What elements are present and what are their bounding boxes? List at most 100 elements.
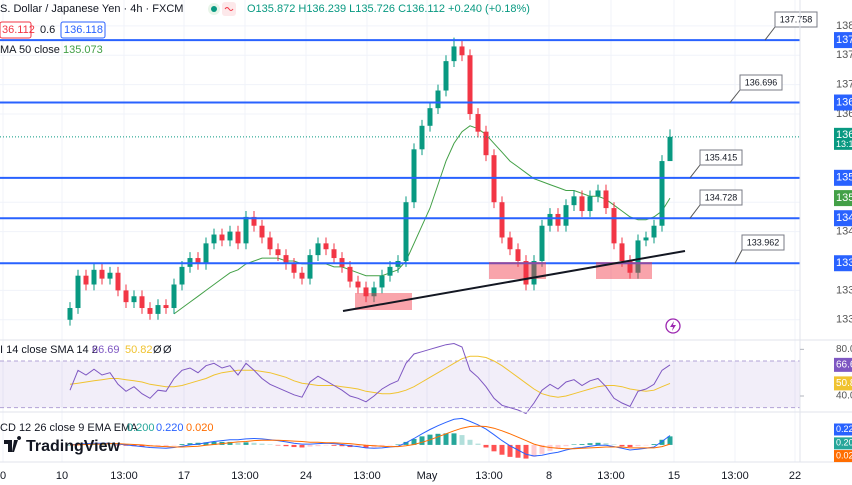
candle-body: [363, 287, 369, 297]
rsi-legend-value: 50.82: [125, 344, 153, 356]
rsi-axis-box: [834, 376, 852, 391]
candle-body: [307, 255, 313, 279]
x-tick-label: 15: [668, 470, 680, 482]
macd-hist-bar: [419, 436, 425, 445]
macd-hist-bar: [523, 444, 529, 459]
candle-body: [475, 114, 481, 132]
level-label: 137.758: [780, 14, 813, 24]
macd-axis-box: [834, 437, 852, 450]
macd-hist-bar: [139, 444, 145, 447]
candle-body: [171, 284, 177, 309]
macd-hist-bar: [171, 444, 177, 446]
candle-body: [291, 263, 297, 273]
y-tick-label: 134: [836, 226, 852, 238]
candle-body: [347, 266, 353, 282]
buy-price: 136.118: [64, 24, 103, 36]
x-tick-label: 13:00: [475, 470, 503, 482]
macd-hist-bar: [651, 444, 657, 445]
candle-body: [499, 202, 505, 238]
rsi-tick-label: 80.00: [836, 344, 852, 355]
x-tick-label: 13:00: [353, 470, 381, 482]
macd-hist-bar: [363, 444, 369, 448]
macd-axis-label: 0.02: [836, 450, 852, 460]
candle-body: [643, 237, 649, 241]
rsi-legend: I 14 close SMA 14 2: [0, 344, 98, 356]
alert-wave: [224, 7, 234, 11]
macd-hist-bar: [307, 444, 313, 447]
y-tick-label: 136: [836, 108, 852, 120]
candle-body: [251, 216, 257, 226]
candle-body: [91, 269, 97, 285]
candle-body: [651, 225, 657, 238]
rsi-tick-label: 40.00: [836, 391, 852, 402]
macd-hist-bar: [435, 433, 441, 445]
trendline: [342, 250, 686, 312]
ma-line: [173, 125, 671, 315]
macd-hist-bar: [555, 444, 561, 449]
candle-body: [419, 125, 425, 150]
candle-body: [515, 249, 521, 261]
macd-hist-bar: [483, 444, 489, 448]
candle-body: [139, 296, 145, 309]
macd-legend: CD 12 26 close 9 EMA EMA: [0, 422, 138, 434]
x-tick-label: 0: [0, 470, 6, 482]
callout-box: [741, 234, 785, 251]
callout-box: [699, 189, 743, 206]
candle-body: [131, 296, 137, 303]
macd-hist-bar: [643, 444, 649, 446]
level-axis-label: 133: [836, 257, 852, 269]
macd-hist-bar: [579, 444, 585, 445]
callout-box: [774, 11, 818, 28]
last-price-box: [834, 127, 852, 150]
macd-hist-bar: [571, 444, 577, 445]
rsi-axis-label: 66.6: [836, 360, 852, 371]
ma-axis-label: 135: [836, 192, 852, 204]
buy-box[interactable]: [60, 21, 106, 39]
level-axis-label: 136: [836, 96, 852, 108]
spread: 0.6: [40, 24, 55, 36]
y-tick-label: 133: [836, 284, 852, 296]
zone-box: [489, 262, 546, 279]
candle-body: [667, 136, 673, 162]
legend-overlay: S. Dollar / Japanese Yen · 4h · FXCM O13…: [0, 2, 530, 455]
candle-body: [275, 249, 281, 256]
macd-hist-bar: [163, 444, 169, 447]
candle-body: [243, 216, 249, 244]
macd-hist-bar: [611, 444, 617, 445]
macd-hist-bar: [211, 441, 217, 445]
candle-body: [427, 108, 433, 126]
x-tick-label: 13:00: [110, 470, 138, 482]
macd-hist-bar: [323, 444, 329, 446]
candle-body: [579, 196, 585, 212]
macd-hist-bar: [291, 444, 297, 448]
y-tick-label: 138: [836, 20, 852, 32]
candle-body: [379, 275, 385, 288]
candle-body: [563, 205, 569, 226]
level-label: 136.696: [745, 77, 778, 87]
candle-body: [267, 237, 273, 250]
candle-body: [315, 243, 321, 256]
ma-legend-value: 135.073: [63, 44, 103, 56]
macd-hist-bar: [635, 444, 641, 447]
macd-hist-bar: [659, 439, 665, 445]
macd-hist-bar: [315, 444, 321, 447]
candle-body: [587, 196, 593, 212]
macd-hist-bar: [235, 442, 241, 445]
candle-body: [483, 131, 489, 156]
callout-leader: [729, 89, 741, 103]
macd-hist-bar: [403, 441, 409, 445]
level-axis-box: [834, 32, 852, 49]
candle-body: [411, 149, 417, 203]
sell-box[interactable]: [0, 21, 32, 39]
rsi-legend-value: Ø: [153, 344, 162, 356]
level-axis-box: [834, 255, 852, 272]
candle-body: [659, 161, 665, 226]
candle-body: [123, 290, 129, 303]
macd-legend-value: 0.200: [127, 422, 155, 434]
candle-body: [107, 272, 113, 279]
candle-body: [451, 46, 457, 62]
macd-hist-bar: [243, 442, 249, 445]
macd-hist-bar: [299, 444, 305, 448]
event-bolt: [670, 321, 676, 331]
macd-hist-bar: [251, 442, 257, 445]
